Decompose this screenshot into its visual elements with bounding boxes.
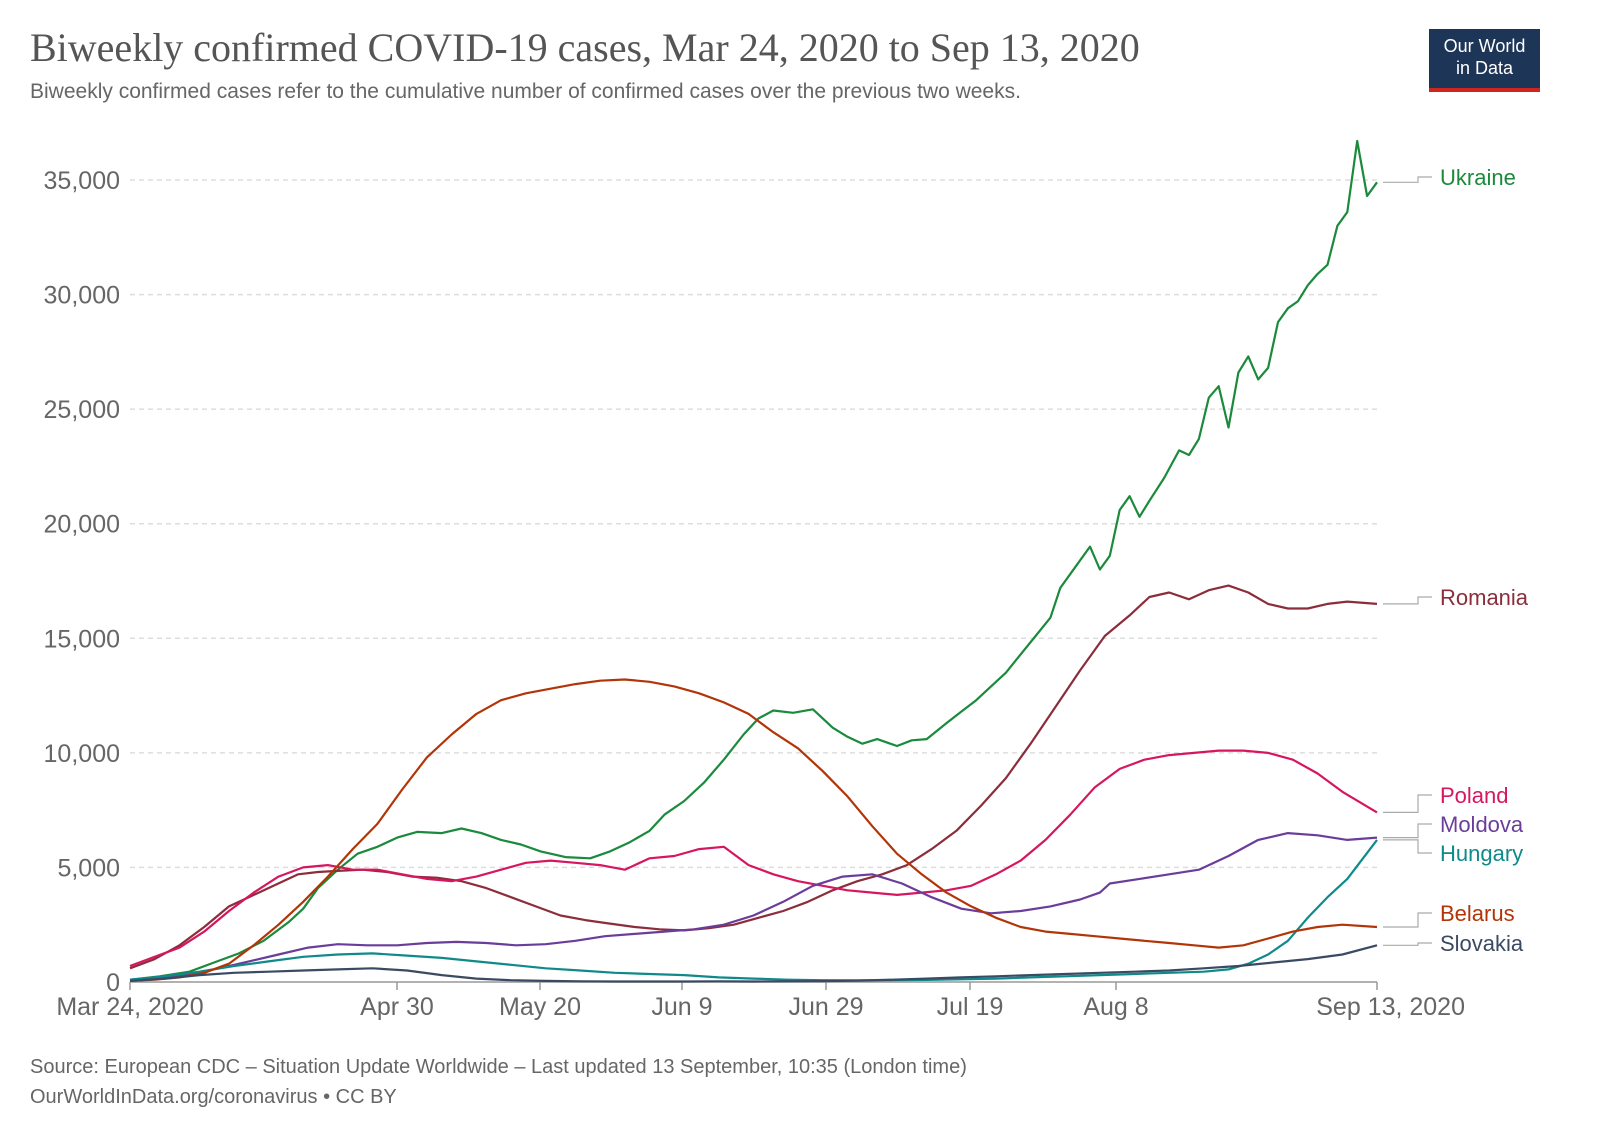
x-tick-label: Jun 29 xyxy=(788,993,863,1021)
series-labels: Ukraine Romania Poland Moldova Hungary Belaru… xyxy=(1383,165,1529,956)
series-line-belarus xyxy=(129,678,1378,982)
y-tick-label: 30,000 xyxy=(44,282,120,310)
label-connector xyxy=(1383,176,1432,183)
series-line-poland xyxy=(129,749,1378,968)
x-tick-label: Jun 9 xyxy=(651,993,712,1021)
gridlines xyxy=(130,179,1377,869)
x-tick-label: May 20 xyxy=(499,993,581,1021)
x-tick-label: Aug 8 xyxy=(1083,993,1148,1021)
x-tick-label: Sep 13, 2020 xyxy=(1316,993,1465,1021)
x-tick-label: Jul 19 xyxy=(937,993,1004,1021)
chart-subtitle: Biweekly confirmed cases refer to the cu… xyxy=(30,80,1021,103)
label-connector xyxy=(1383,839,1432,854)
owid-logo[interactable]: Our World in Data xyxy=(1429,29,1540,92)
y-tick-label: 35,000 xyxy=(44,167,120,195)
series-label-slovakia: Slovakia xyxy=(1440,931,1524,956)
series-label-poland: Poland xyxy=(1440,783,1509,808)
label-connector xyxy=(1383,942,1432,946)
source-note: Source: European CDC – Situation Update … xyxy=(30,1056,967,1078)
series-line-romania xyxy=(129,584,1378,970)
label-connector xyxy=(1383,912,1432,928)
y-tick-label: 15,000 xyxy=(44,625,120,653)
chart-title: Biweekly confirmed COVID-19 cases, Mar 2… xyxy=(30,25,1140,70)
series-line-moldova xyxy=(129,831,1378,981)
series-label-hungary: Hungary xyxy=(1440,841,1523,866)
series-label-belarus: Belarus xyxy=(1440,901,1515,926)
label-connector xyxy=(1383,794,1432,814)
y-tick-label: 10,000 xyxy=(44,740,120,768)
x-tick-label: Mar 24, 2020 xyxy=(56,993,203,1021)
logo-line-1: Our World xyxy=(1443,36,1526,56)
series-label-romania: Romania xyxy=(1440,585,1529,610)
series-line-ukraine xyxy=(129,139,1378,981)
series-line-slovakia xyxy=(129,944,1378,983)
series-lines xyxy=(129,139,1378,983)
series-label-ukraine: Ukraine xyxy=(1440,165,1516,190)
y-tick-label: 25,000 xyxy=(44,396,120,424)
y-tick-label: 5,000 xyxy=(57,854,120,882)
logo-line-2: in Data xyxy=(1455,58,1514,78)
y-axis-ticks: 0 5,000 10,000 15,000 20,000 25,000 30,000 35,0… xyxy=(44,167,120,997)
y-tick-label: 0 xyxy=(106,969,120,997)
label-connector xyxy=(1383,823,1432,839)
y-tick-label: 20,000 xyxy=(44,511,120,539)
series-label-moldova: Moldova xyxy=(1440,812,1524,837)
x-axis: Mar 24, 2020 Apr 30 May 20 Jun 9 Jun 29 Jul 1… xyxy=(56,981,1465,1021)
license-note: OurWorldInData.org/coronavirus • CC BY xyxy=(30,1086,397,1108)
series-line-hungary xyxy=(129,839,1378,982)
x-tick-label: Apr 30 xyxy=(360,993,434,1021)
label-connector xyxy=(1383,596,1432,605)
